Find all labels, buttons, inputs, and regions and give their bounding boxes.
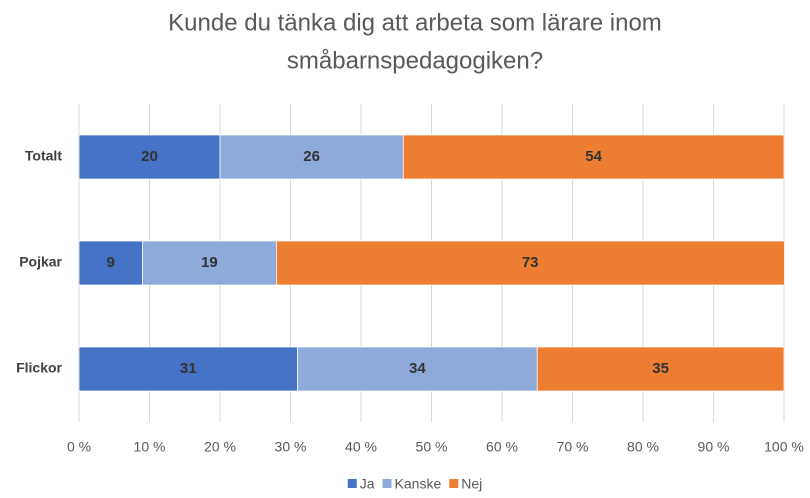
legend-label: Kanske bbox=[395, 476, 442, 492]
data-label: 73 bbox=[522, 254, 539, 271]
legend-swatch bbox=[382, 479, 392, 488]
x-tick-label: 40 % bbox=[345, 439, 377, 455]
labels: 20 26 54 9 19 73 31 34 35 bbox=[107, 148, 669, 377]
data-label: 9 bbox=[107, 254, 115, 271]
bar-segment bbox=[79, 134, 221, 180]
x-tick-label: 100 % bbox=[764, 439, 804, 455]
chart-title: småbarnspedagogiken? bbox=[287, 47, 543, 74]
legend: Ja Kanske Nej bbox=[347, 476, 482, 492]
y-tick-label: Totalt bbox=[25, 148, 62, 164]
bar-segment bbox=[219, 134, 404, 180]
legend-label: Ja bbox=[360, 476, 375, 492]
bar-segment bbox=[142, 240, 277, 286]
data-label: 31 bbox=[180, 360, 197, 377]
x-tick-label: 0 % bbox=[67, 439, 91, 455]
data-label: 35 bbox=[652, 360, 669, 377]
data-label: 54 bbox=[585, 148, 602, 165]
bars bbox=[79, 134, 784, 392]
x-tick-label: 10 % bbox=[134, 439, 166, 455]
chart-title: Kunde du tänka dig att arbeta som lärare… bbox=[168, 9, 662, 36]
bar-segment bbox=[402, 134, 784, 180]
x-tick-label: 60 % bbox=[486, 439, 518, 455]
x-tick-label: 70 % bbox=[557, 439, 589, 455]
x-tick-label: 20 % bbox=[204, 439, 236, 455]
x-tick-label: 90 % bbox=[698, 439, 730, 455]
bar-segment bbox=[79, 240, 143, 286]
bar-segment bbox=[297, 346, 538, 392]
bar-segment bbox=[276, 240, 784, 286]
x-tick-label: 50 % bbox=[416, 439, 448, 455]
legend-swatch bbox=[449, 479, 459, 488]
data-label: 20 bbox=[141, 148, 158, 165]
x-tick-label: 80 % bbox=[627, 439, 659, 455]
legend-label: Nej bbox=[461, 476, 482, 492]
data-label: 19 bbox=[201, 254, 218, 271]
data-label: 34 bbox=[409, 360, 426, 377]
x-tick-label: 30 % bbox=[275, 439, 307, 455]
data-label: 26 bbox=[303, 148, 320, 165]
bar-segment bbox=[536, 346, 784, 392]
y-tick-label: Flickor bbox=[16, 360, 62, 376]
legend-swatch bbox=[347, 479, 357, 488]
y-tick-label: Pojkar bbox=[19, 254, 62, 270]
